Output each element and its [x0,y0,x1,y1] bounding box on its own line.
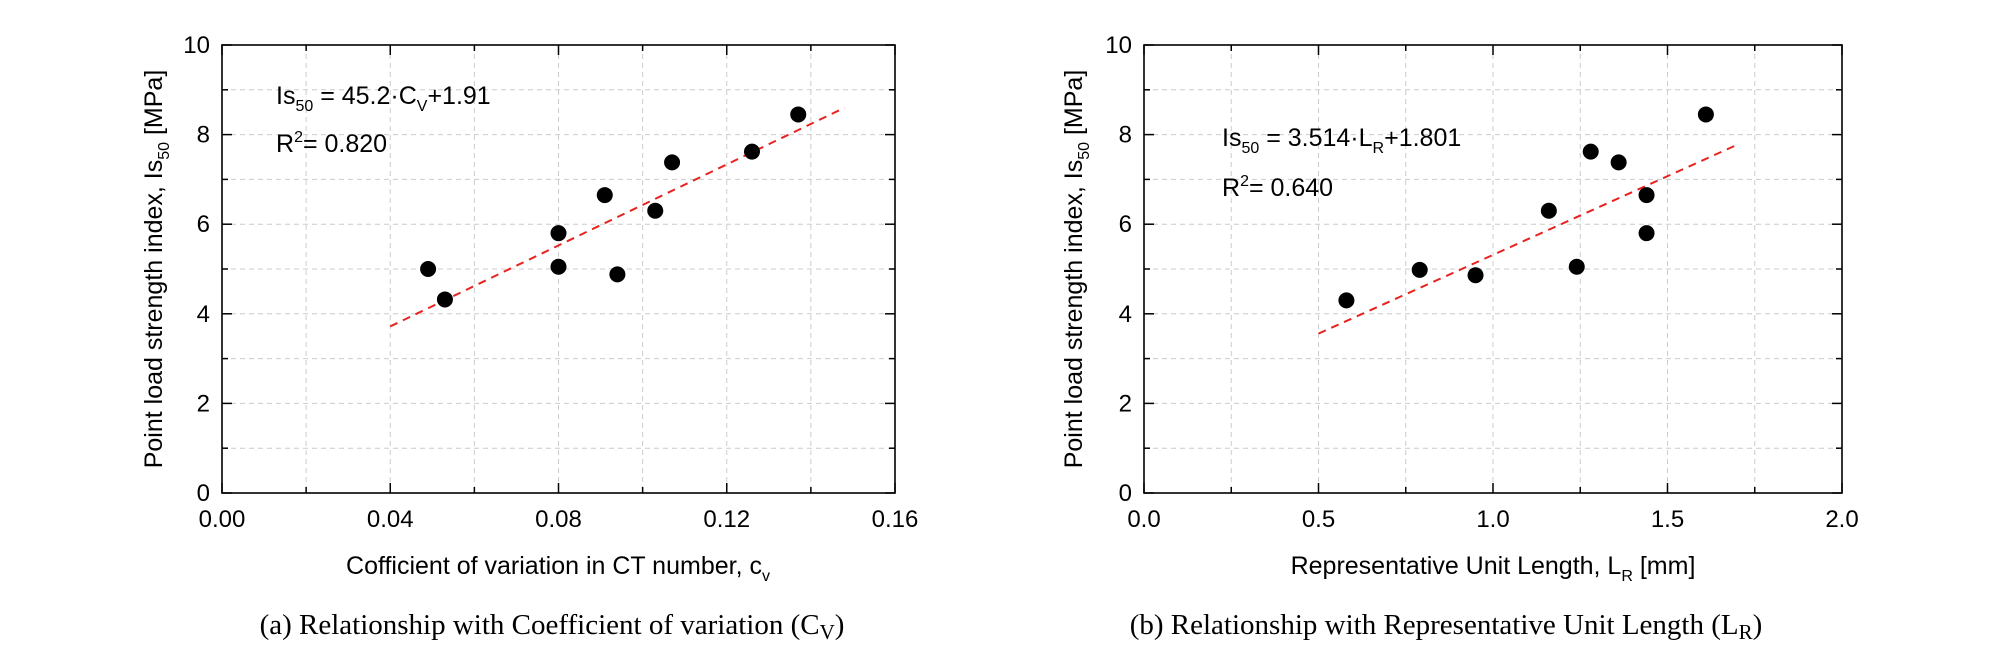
chart-a-tick-labels: 0.00 0.04 0.08 0.12 0.16 0 2 4 6 8 10 [183,32,918,533]
data-point [1638,225,1655,242]
chart-a-x-axis-label: Cofficient of variation in CT number, cv [346,552,770,585]
y-tick-label: 6 [1119,211,1132,238]
y-tick-label: 0 [1119,480,1132,507]
data-point [743,143,760,160]
chart-b-x-axis-label: Representative Unit Length, LR [mm] [1291,552,1696,585]
y-tick-label: 4 [197,301,210,328]
chart-a-y-axis-label: Point load strength index, Is50 [MPa] [140,70,173,469]
data-point [1638,187,1655,204]
y-tick-label: 2 [1119,390,1132,417]
chart-b-caption: (b) Relationship with Representative Uni… [1130,609,1763,644]
data-point [550,225,567,242]
data-point [664,154,681,171]
x-tick-label: 0.16 [872,506,919,533]
y-tick-label: 4 [1119,301,1132,328]
x-tick-label: 0.0 [1127,506,1160,533]
x-tick-label: 0.08 [535,506,582,533]
chart-a-fit-line [389,106,845,328]
data-point [420,261,437,277]
x-tick-label: 1.5 [1651,506,1684,533]
chart-b-points [1338,106,1714,309]
data-point [1540,202,1557,219]
chart-b: 0.0 0.5 1.0 1.5 2.0 0 2 4 6 8 10 Is50 = 3.514·LR+1… [1060,32,1859,644]
data-point [609,266,626,283]
y-tick-label: 8 [1119,122,1132,149]
data-point [436,291,453,308]
chart-a-caption: (a) Relationship with Coefficient of var… [260,609,845,644]
y-tick-label: 8 [197,122,210,149]
x-tick-label: 0.04 [367,506,414,533]
data-point [1338,292,1355,309]
data-point [1568,258,1585,275]
y-tick-label: 0 [197,480,210,507]
x-tick-label: 0.00 [199,506,246,533]
data-point [1411,261,1428,278]
chart-a-points [420,106,807,308]
data-point [1467,267,1484,284]
chart-b-tick-labels: 0.0 0.5 1.0 1.5 2.0 0 2 4 6 8 10 [1105,32,1858,533]
data-point [1697,106,1714,123]
y-tick-label: 2 [197,390,210,417]
chart-b-fit-line [1318,143,1738,335]
data-point [647,202,664,219]
data-point [790,106,807,123]
chart-b-y-axis-label: Point load strength index, Is50 [MPa] [1060,70,1093,469]
data-point [1582,143,1599,160]
x-tick-label: 1.0 [1476,506,1509,533]
data-point [596,187,613,204]
chart-b-r-squared: R2= 0.640 [1222,173,1333,202]
data-point [1610,154,1627,171]
chart-a-equation: Is50 = 45.2·CV+1.91 [276,82,491,115]
y-tick-label: 6 [197,211,210,238]
chart-a-r-squared: R2= 0.820 [276,129,387,158]
x-tick-label: 0.5 [1302,506,1335,533]
x-tick-label: 0.12 [703,506,750,533]
chart-b-grid [1144,45,1842,493]
chart-b-ticks [1143,44,1843,494]
y-tick-label: 10 [183,32,210,59]
chart-a: 0.00 0.04 0.08 0.12 0.16 0 2 4 6 8 10 Is50 = 45.2·… [140,32,918,644]
y-tick-label: 10 [1105,32,1132,59]
chart-b-equation: Is50 = 3.514·LR+1.801 [1222,124,1461,157]
x-tick-label: 2.0 [1825,506,1858,533]
chart-a-ticks [221,44,896,494]
data-point [550,258,567,275]
